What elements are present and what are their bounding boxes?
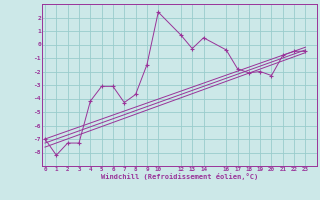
X-axis label: Windchill (Refroidissement éolien,°C): Windchill (Refroidissement éolien,°C) bbox=[100, 173, 258, 180]
